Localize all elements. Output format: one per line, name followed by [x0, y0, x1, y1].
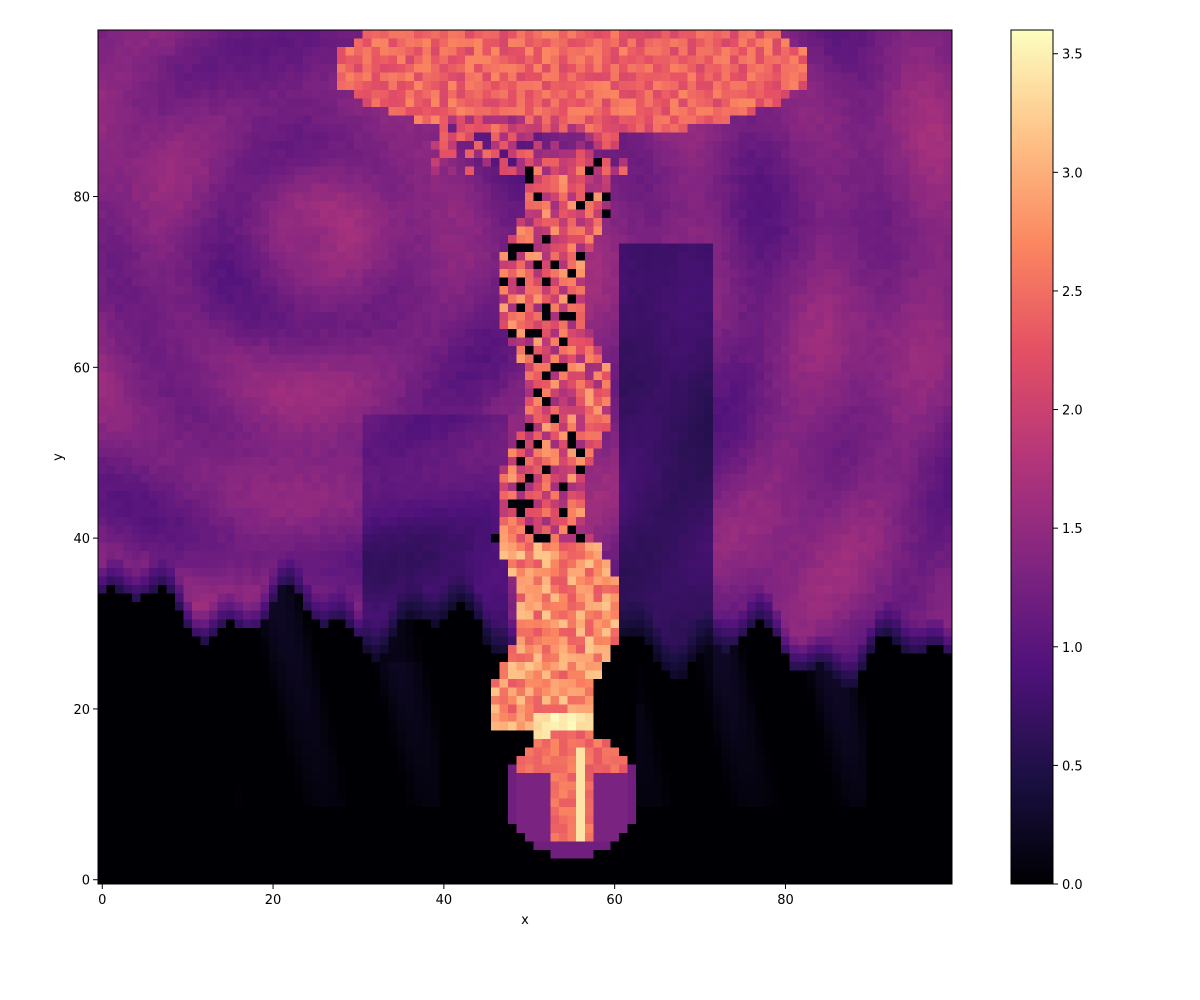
- colorbar-tick-label: 3.5: [1062, 48, 1083, 63]
- colorbar-tick-label: 2.5: [1062, 285, 1083, 300]
- x-axis-label: x: [521, 913, 529, 928]
- x-tick-label: 0: [98, 893, 106, 908]
- x-tick-label: 20: [265, 893, 282, 908]
- x-tick-label: 80: [777, 893, 794, 908]
- colorbar-tick-label: 0.0: [1062, 878, 1083, 893]
- colorbar-tick-label: 2.0: [1062, 404, 1083, 419]
- x-tick-label: 40: [436, 893, 453, 908]
- y-tick-label: 0: [82, 874, 90, 889]
- x-tick-label: 60: [606, 893, 623, 908]
- colorbar-tick-label: 3.0: [1062, 166, 1083, 181]
- y-tick-label: 40: [73, 532, 90, 547]
- colorbar-gradient: [1011, 30, 1053, 884]
- y-tick-label: 20: [73, 703, 90, 718]
- plot-frame: [97, 29, 953, 885]
- heatmap-image: [98, 30, 952, 884]
- colorbar-frame: [1010, 29, 1054, 885]
- y-axis-label: y: [51, 453, 66, 461]
- colorbar-tick-label: 0.5: [1062, 759, 1083, 774]
- x-axis-ticks: 0 20 40 60 80: [98, 884, 794, 908]
- colorbar-tick-label: 1.0: [1062, 641, 1083, 656]
- colorbar-ticks: 0.0 0.5 1.0 1.5 2.0 2.5 3.0 3.5: [1053, 48, 1083, 893]
- colorbar-tick-label: 1.5: [1062, 522, 1083, 537]
- y-tick-label: 60: [73, 361, 90, 376]
- y-tick-label: 80: [73, 191, 90, 206]
- y-axis-ticks: 0 20 40 60 80: [73, 191, 98, 889]
